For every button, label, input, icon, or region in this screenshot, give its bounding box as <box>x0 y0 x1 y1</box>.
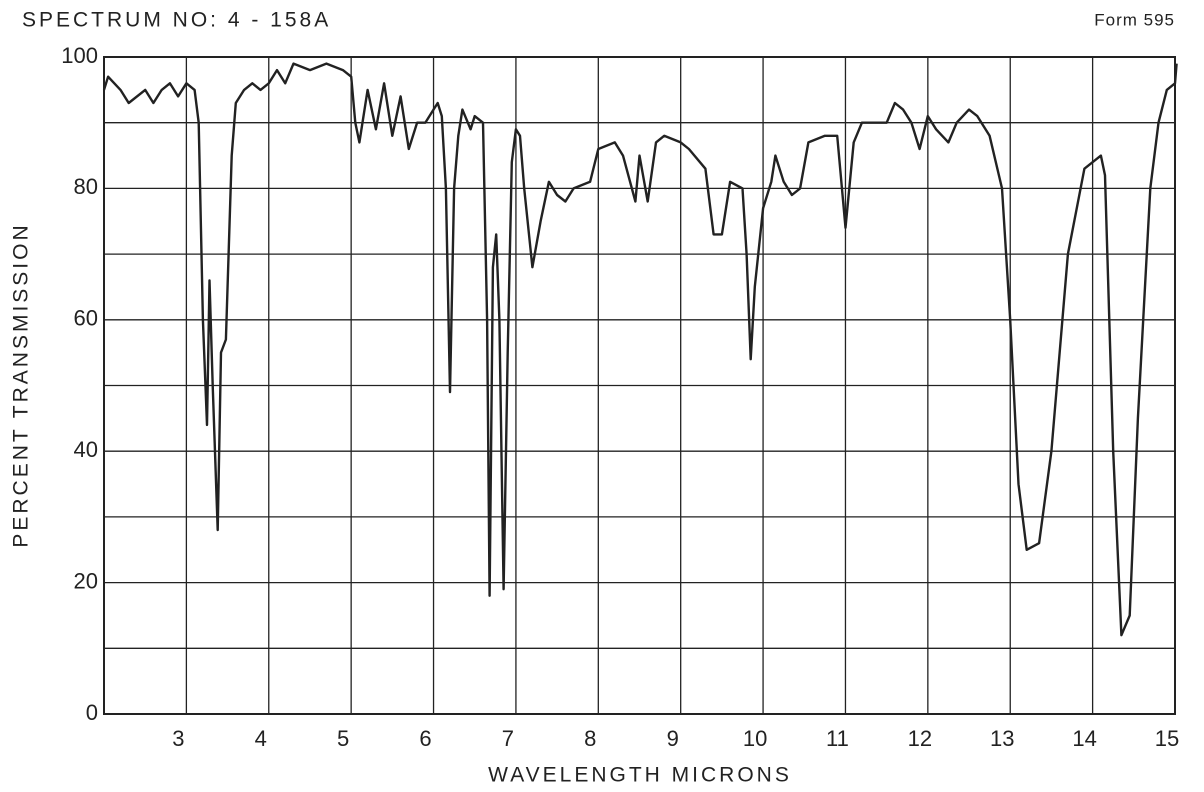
x-tick-label: 14 <box>1072 726 1096 751</box>
y-tick-label: 100 <box>61 43 98 68</box>
x-tick-label: 15 <box>1155 726 1179 751</box>
x-tick-label: 10 <box>743 726 767 751</box>
x-axis-label: WAVELENGTH MICRONS <box>488 764 792 787</box>
y-tick-label: 40 <box>74 437 98 462</box>
y-tick-label: 0 <box>86 700 98 725</box>
x-tick-label: 7 <box>502 726 514 751</box>
x-tick-label: 11 <box>826 726 849 751</box>
form-label: Form 595 <box>1094 10 1175 29</box>
chart-title: SPECTRUM NO: 4 - 158A <box>22 9 331 32</box>
x-tick-label: 6 <box>419 726 431 751</box>
spectrum-line <box>102 62 1178 637</box>
x-tick-label: 13 <box>990 726 1014 751</box>
x-tick-label: 9 <box>667 726 679 751</box>
x-tick-label: 5 <box>337 726 349 751</box>
y-axis-label: PERCENT TRANSMISSION <box>10 222 33 547</box>
x-tick-label: 4 <box>255 726 267 751</box>
x-tick-label: 3 <box>172 726 184 751</box>
y-tick-label: 60 <box>74 306 98 331</box>
x-tick-label: 12 <box>908 726 932 751</box>
y-tick-label: 20 <box>74 568 98 593</box>
x-tick-label: 8 <box>584 726 596 751</box>
y-tick-label: 80 <box>74 174 98 199</box>
